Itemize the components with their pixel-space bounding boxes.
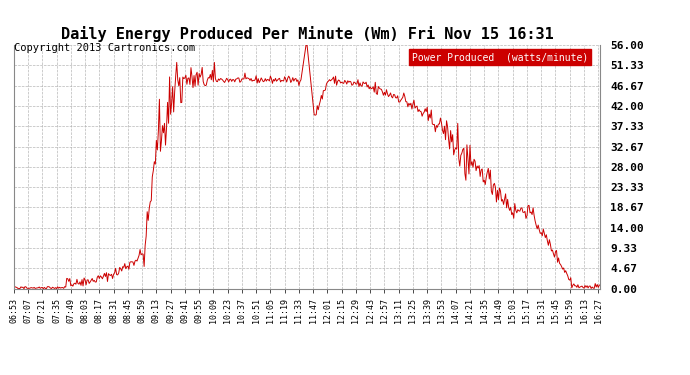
Text: Copyright 2013 Cartronics.com: Copyright 2013 Cartronics.com — [14, 43, 195, 52]
Text: Power Produced  (watts/minute): Power Produced (watts/minute) — [413, 53, 589, 62]
Title: Daily Energy Produced Per Minute (Wm) Fri Nov 15 16:31: Daily Energy Produced Per Minute (Wm) Fr… — [61, 27, 553, 42]
